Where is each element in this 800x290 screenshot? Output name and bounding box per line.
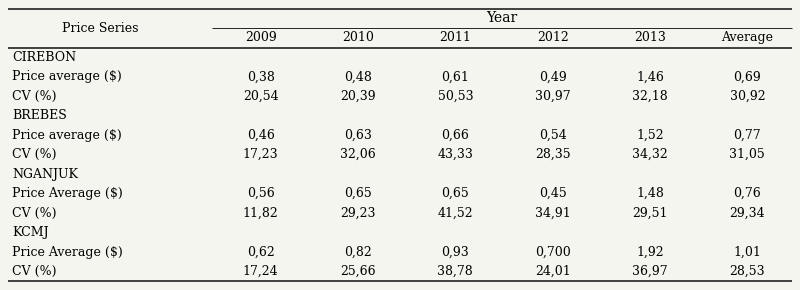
Text: Average: Average [722,31,774,44]
Text: Price Series: Price Series [62,22,138,35]
Text: CV (%): CV (%) [12,265,57,278]
Text: 2012: 2012 [537,31,569,44]
Text: 0,48: 0,48 [344,70,372,83]
Text: 0,38: 0,38 [246,70,274,83]
Text: Price Average ($): Price Average ($) [12,246,122,259]
Text: 25,66: 25,66 [340,265,376,278]
Text: 2011: 2011 [439,31,471,44]
Text: 36,97: 36,97 [632,265,668,278]
Text: 41,52: 41,52 [438,207,473,220]
Text: 20,39: 20,39 [340,90,376,103]
Text: 38,78: 38,78 [438,265,474,278]
Text: 2009: 2009 [245,31,277,44]
Text: 0,65: 0,65 [442,187,470,200]
Text: 0,46: 0,46 [246,129,274,142]
Text: 0,700: 0,700 [534,246,570,259]
Text: 0,93: 0,93 [442,246,470,259]
Text: 43,33: 43,33 [438,148,474,161]
Text: CV (%): CV (%) [12,207,57,220]
Text: 32,18: 32,18 [632,90,668,103]
Text: 2013: 2013 [634,31,666,44]
Text: 0,56: 0,56 [246,187,274,200]
Text: 34,91: 34,91 [534,207,570,220]
Text: 0,45: 0,45 [538,187,566,200]
Text: 20,54: 20,54 [243,90,278,103]
Text: 0,54: 0,54 [538,129,566,142]
Text: 17,24: 17,24 [243,265,278,278]
Text: 34,32: 34,32 [632,148,668,161]
Text: CV (%): CV (%) [12,148,57,161]
Text: 2010: 2010 [342,31,374,44]
Text: 0,65: 0,65 [344,187,372,200]
Text: 32,06: 32,06 [340,148,376,161]
Text: 24,01: 24,01 [534,265,570,278]
Text: 1,48: 1,48 [636,187,664,200]
Text: 1,52: 1,52 [636,129,664,142]
Text: BREBES: BREBES [12,109,66,122]
Text: 0,82: 0,82 [344,246,372,259]
Text: 30,92: 30,92 [730,90,765,103]
Text: 29,34: 29,34 [730,207,765,220]
Text: Price average ($): Price average ($) [12,129,122,142]
Text: 0,61: 0,61 [442,70,470,83]
Text: 0,69: 0,69 [734,70,762,83]
Text: NGANJUK: NGANJUK [12,168,78,181]
Text: 28,35: 28,35 [535,148,570,161]
Text: 1,46: 1,46 [636,70,664,83]
Text: 31,05: 31,05 [730,148,766,161]
Text: CIREBON: CIREBON [12,51,76,64]
Text: 0,63: 0,63 [344,129,372,142]
Text: 17,23: 17,23 [243,148,278,161]
Text: 1,92: 1,92 [636,246,664,259]
Text: 30,97: 30,97 [535,90,570,103]
Text: 0,49: 0,49 [538,70,566,83]
Text: 29,23: 29,23 [340,207,376,220]
Text: 29,51: 29,51 [632,207,668,220]
Text: Price average ($): Price average ($) [12,70,122,83]
Text: 11,82: 11,82 [242,207,278,220]
Text: Year: Year [486,11,518,26]
Text: 0,77: 0,77 [734,129,761,142]
Text: 0,76: 0,76 [734,187,762,200]
Text: 1,01: 1,01 [734,246,762,259]
Text: Price Average ($): Price Average ($) [12,187,122,200]
Text: 28,53: 28,53 [730,265,765,278]
Text: 0,62: 0,62 [246,246,274,259]
Text: KCMJ: KCMJ [12,226,49,239]
Text: 0,66: 0,66 [442,129,470,142]
Text: CV (%): CV (%) [12,90,57,103]
Text: 50,53: 50,53 [438,90,473,103]
